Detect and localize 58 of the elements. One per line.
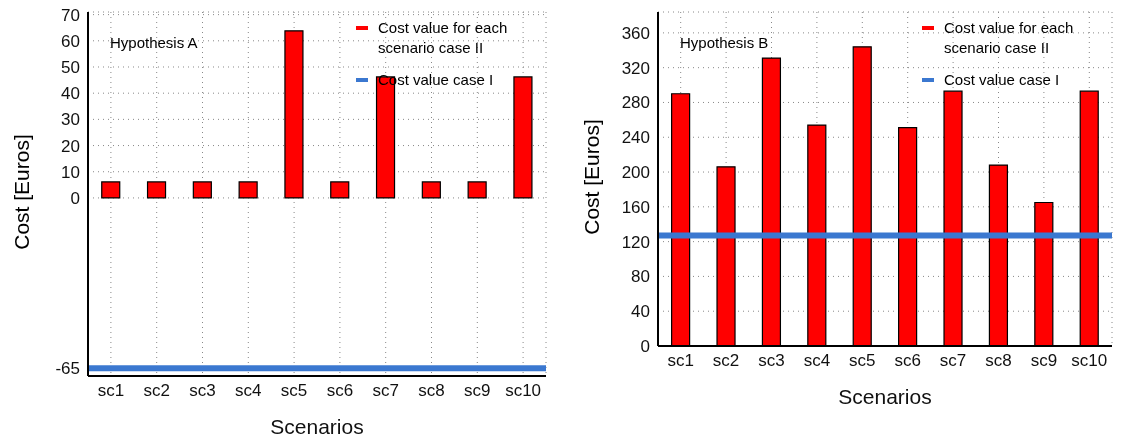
y-tick-label: 10 [61,162,80,182]
x-tick-label: sc1 [97,381,125,401]
x-tick-label: sc2 [712,351,740,371]
y-tick-label: 320 [621,58,650,78]
bar [330,181,350,199]
y-tick-label: 40 [61,84,80,104]
x-tick-label: sc4 [235,381,262,401]
x-tick-label: sc9 [1030,351,1058,371]
x-tick-label: sc7 [939,351,967,371]
y-tick-label: 40 [631,302,650,322]
y-tick-label: 20 [61,136,80,156]
y-tick-label: 70 [61,5,80,25]
x-tick-label: sc10 [1071,351,1108,371]
y-tick-label: 50 [61,58,80,78]
legend-label: Cost value for each scenario case II [944,18,1075,58]
x-tick-label: sc10 [505,381,542,401]
x-tick-label: sc4 [803,351,831,371]
bar [284,30,304,199]
legend-label: Cost value case I [378,70,494,90]
y-axis-title: Cost [Euros] [580,119,604,235]
y-axis-title: Cost [Euros] [10,134,34,250]
y-tick-label: -65 [55,359,80,379]
y-tick-label: 280 [621,93,650,113]
x-tick-label: sc1 [667,351,694,371]
bar [101,181,121,199]
x-tick-label: sc6 [894,351,921,371]
bar [513,76,533,199]
x-tick-label: sc7 [372,381,399,401]
annotation: Hypothesis A [110,34,198,51]
bar [192,181,212,199]
x-tick-label: sc5 [849,351,876,371]
y-tick-label: 200 [621,163,650,183]
x-tick-label: sc8 [418,381,445,401]
y-tick-label: 160 [621,197,650,217]
y-tick-label: 0 [70,188,80,208]
x-axis-title: Scenarios [270,415,364,438]
x-tick-label: sc2 [143,381,170,401]
x-tick-label: sc9 [464,381,491,401]
x-tick-label: sc3 [758,351,785,371]
bar [421,181,441,199]
y-tick-label: 30 [61,110,80,130]
annotation: Hypothesis B [680,34,769,51]
legend-label: Cost value case I [944,70,1060,90]
bar [467,181,487,199]
y-tick-label: 120 [621,232,650,252]
bar [146,181,167,199]
y-tick-label: 240 [621,128,650,148]
x-tick-label: sc8 [985,351,1012,371]
x-tick-label: sc6 [326,381,354,401]
x-tick-label: sc3 [189,381,216,401]
y-tick-label: 0 [640,337,650,357]
y-tick-label: 360 [621,23,650,43]
x-axis-title: Scenarios [838,385,932,408]
y-tick-label: 80 [631,267,650,287]
y-tick-label: 60 [61,31,80,51]
bar [238,181,258,199]
x-tick-label: sc5 [280,381,308,401]
legend-label: Cost value for each scenario case II [378,18,509,58]
